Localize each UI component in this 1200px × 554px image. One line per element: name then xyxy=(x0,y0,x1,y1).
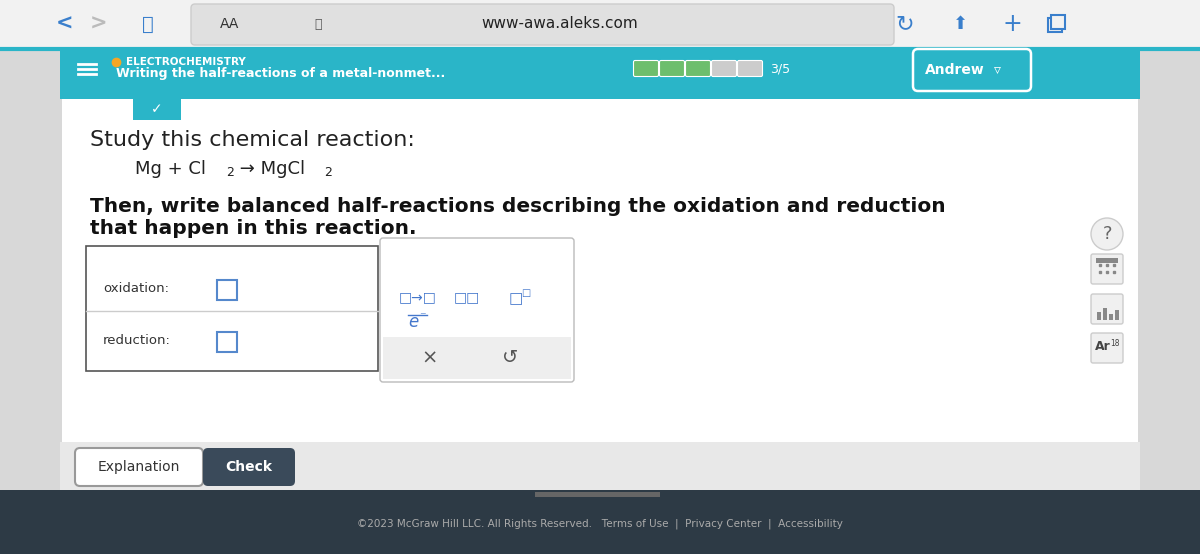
FancyBboxPatch shape xyxy=(1091,254,1123,284)
Text: → MgCl: → MgCl xyxy=(234,160,305,178)
Text: 2: 2 xyxy=(226,167,234,179)
FancyBboxPatch shape xyxy=(191,4,894,45)
FancyBboxPatch shape xyxy=(1051,15,1066,29)
Text: Explanation: Explanation xyxy=(98,460,180,474)
Text: ELECTROCHEMISTRY: ELECTROCHEMISTRY xyxy=(126,57,246,67)
Bar xyxy=(60,47,1140,99)
FancyBboxPatch shape xyxy=(738,60,762,76)
Bar xyxy=(1103,308,1108,320)
Text: □: □ xyxy=(521,288,530,298)
Text: Ar: Ar xyxy=(1096,341,1111,353)
Text: ©2023 McGraw Hill LLC. All Rights Reserved.   Terms of Use  |  Privacy Center  |: ©2023 McGraw Hill LLC. All Rights Reserv… xyxy=(358,519,842,529)
FancyBboxPatch shape xyxy=(74,448,203,486)
FancyBboxPatch shape xyxy=(712,60,737,76)
Text: ⁻: ⁻ xyxy=(419,310,425,324)
Bar xyxy=(0,0,1200,49)
Text: 18: 18 xyxy=(1110,338,1120,347)
Text: that happen in this reaction.: that happen in this reaction. xyxy=(90,219,416,239)
Bar xyxy=(0,490,1200,554)
Text: AA: AA xyxy=(221,17,240,31)
Bar xyxy=(1138,49,1200,492)
Text: ×: × xyxy=(422,348,438,367)
Bar xyxy=(1097,312,1102,320)
Text: 📖: 📖 xyxy=(142,14,154,33)
Text: Writing the half-reactions of a metal-nonmet...: Writing the half-reactions of a metal-no… xyxy=(116,66,445,80)
FancyBboxPatch shape xyxy=(1091,294,1123,324)
Text: e: e xyxy=(408,313,418,331)
Bar xyxy=(383,337,571,379)
Text: □→□: □→□ xyxy=(400,290,437,304)
Text: Andrew: Andrew xyxy=(925,63,985,77)
Text: Mg + Cl: Mg + Cl xyxy=(134,160,206,178)
FancyBboxPatch shape xyxy=(86,246,378,371)
Text: >: > xyxy=(89,14,107,34)
Bar xyxy=(535,492,660,497)
Text: 🔒: 🔒 xyxy=(314,18,322,30)
Text: □□: □□ xyxy=(454,290,480,304)
FancyBboxPatch shape xyxy=(913,49,1031,91)
Text: oxidation:: oxidation: xyxy=(103,283,169,295)
FancyBboxPatch shape xyxy=(380,238,574,382)
FancyBboxPatch shape xyxy=(685,60,710,76)
Text: ↻: ↻ xyxy=(895,14,914,34)
FancyBboxPatch shape xyxy=(1091,333,1123,363)
Text: ↺: ↺ xyxy=(502,348,518,367)
Text: ▿: ▿ xyxy=(994,63,1001,77)
Text: □: □ xyxy=(509,291,523,306)
Text: <: < xyxy=(56,14,73,34)
Text: www-awa.aleks.com: www-awa.aleks.com xyxy=(481,17,638,32)
FancyBboxPatch shape xyxy=(217,280,238,300)
Bar xyxy=(1096,258,1118,263)
Bar xyxy=(0,49,62,492)
Text: ✓: ✓ xyxy=(151,102,163,116)
Bar xyxy=(60,442,1140,492)
Text: ⬆: ⬆ xyxy=(953,15,967,33)
FancyBboxPatch shape xyxy=(634,60,659,76)
Bar xyxy=(1109,314,1114,320)
FancyBboxPatch shape xyxy=(203,448,295,486)
FancyBboxPatch shape xyxy=(1048,18,1062,32)
Text: 3/5: 3/5 xyxy=(770,62,790,75)
Text: Then, write balanced half-reactions describing the oxidation and reduction: Then, write balanced half-reactions desc… xyxy=(90,197,946,217)
Bar xyxy=(133,97,181,120)
Text: ?: ? xyxy=(1103,225,1111,243)
Text: Study this chemical reaction:: Study this chemical reaction: xyxy=(90,130,415,150)
Bar xyxy=(60,97,1140,492)
Text: 2: 2 xyxy=(324,167,332,179)
Text: Check: Check xyxy=(226,460,272,474)
Text: +: + xyxy=(1002,12,1022,36)
FancyBboxPatch shape xyxy=(660,60,684,76)
Bar xyxy=(1115,310,1120,320)
FancyBboxPatch shape xyxy=(217,332,238,352)
Circle shape xyxy=(1091,218,1123,250)
Text: reduction:: reduction: xyxy=(103,335,170,347)
